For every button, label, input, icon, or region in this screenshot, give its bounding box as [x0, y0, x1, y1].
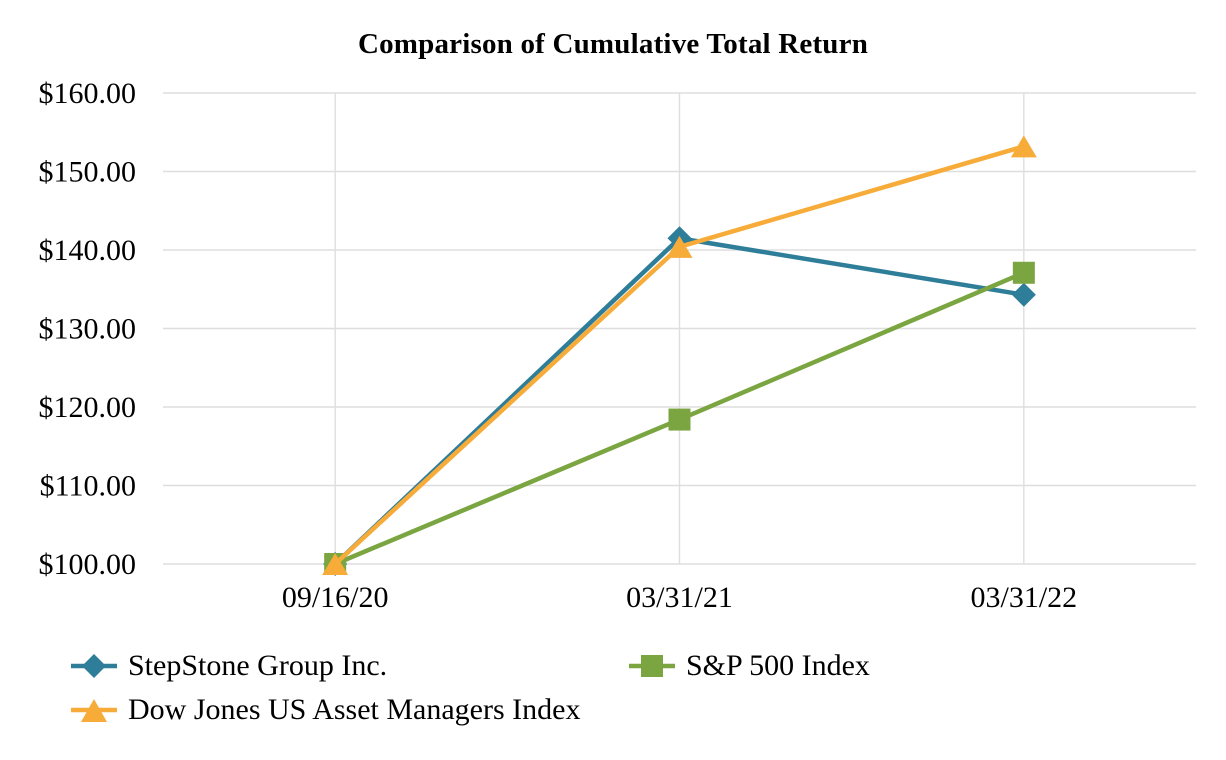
- chart-title: Comparison of Cumulative Total Return: [357, 28, 869, 60]
- data-point-triangle: [666, 235, 693, 258]
- data-point-triangle: [1010, 135, 1037, 158]
- x-axis-tick-label: 09/16/20: [282, 581, 389, 614]
- y-axis-tick-label: $100.00: [39, 548, 137, 581]
- y-axis-tick-label: $140.00: [39, 234, 137, 267]
- y-axis-tick-label: $110.00: [40, 470, 136, 503]
- y-axis-tick-label: $150.00: [39, 156, 137, 189]
- x-axis-tick-label: 03/31/22: [970, 581, 1077, 614]
- x-axis-tick-label: 03/31/21: [626, 581, 733, 614]
- data-point-triangle: [322, 553, 349, 575]
- y-axis-tick-label: $120.00: [39, 391, 137, 424]
- data-point-diamond: [1011, 282, 1036, 307]
- data-point-square: [668, 408, 691, 431]
- y-axis-tick-label: $160.00: [39, 77, 137, 110]
- data-point-square: [1012, 261, 1035, 284]
- y-axis-tick-label: $130.00: [39, 313, 137, 346]
